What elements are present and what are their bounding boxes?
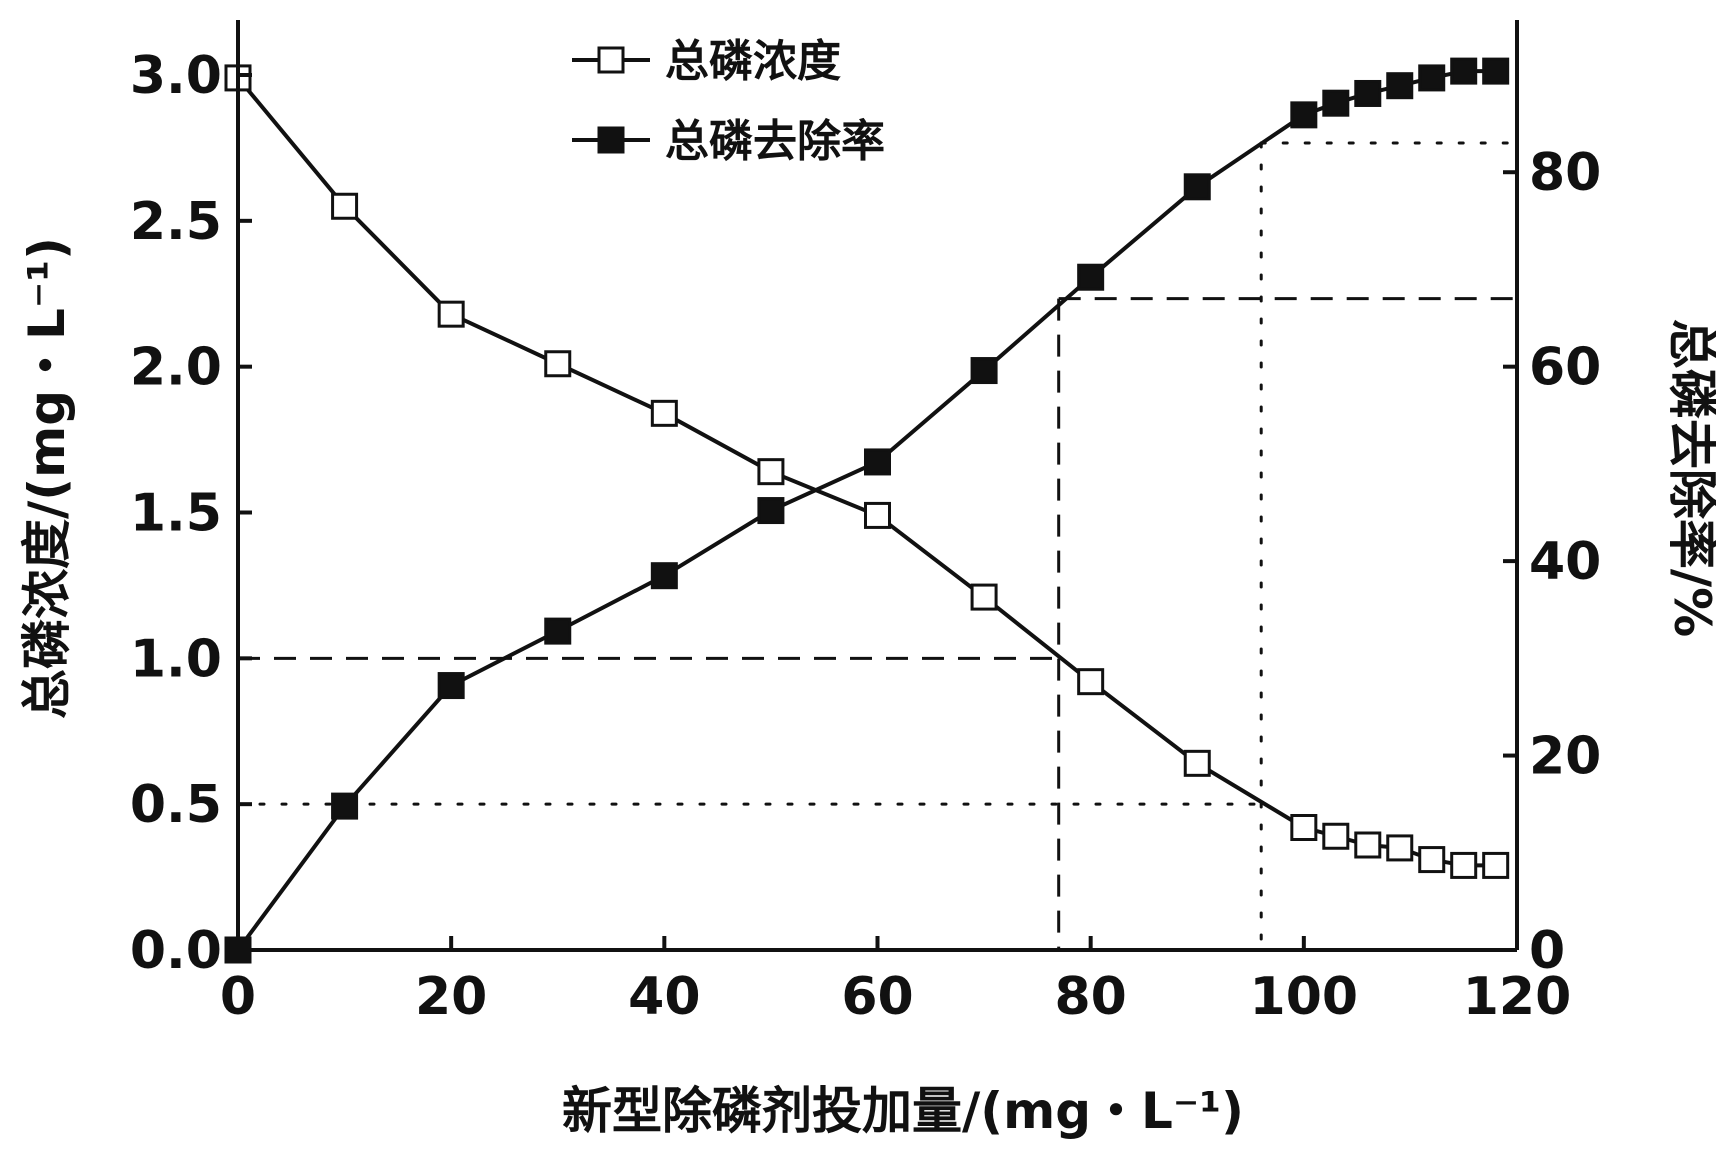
y-right-tick-label: 80 — [1529, 143, 1601, 203]
y-right-tick-label: 20 — [1529, 727, 1601, 787]
y-left-tick-label: 1.0 — [130, 629, 222, 689]
data-point-removal-rate — [1290, 101, 1318, 129]
legend-item-removal-rate: 总磷去除率 — [572, 116, 885, 167]
data-point-concentration — [1386, 834, 1414, 862]
y-left-tick-label: 3.0 — [130, 46, 222, 106]
y-left-tick-label: 0.5 — [130, 775, 222, 835]
data-point-removal-rate — [970, 357, 998, 385]
x-tick-label: 80 — [1054, 967, 1126, 1027]
data-point-removal-rate — [1450, 57, 1478, 85]
data-point-concentration — [650, 399, 678, 427]
data-point-concentration — [757, 458, 785, 486]
x-tick-label: 40 — [628, 967, 700, 1027]
data-point-removal-rate — [864, 448, 891, 476]
y-left-tick-label: 0.0 — [130, 921, 222, 981]
data-point-concentration — [1290, 814, 1318, 841]
data-point-concentration — [1450, 851, 1478, 879]
y-left-tick-label: 2.5 — [130, 192, 222, 252]
legend-open-square-icon — [597, 46, 625, 74]
data-point-concentration — [1077, 668, 1105, 696]
x-tick-label: 20 — [415, 967, 487, 1027]
data-point-concentration — [864, 501, 891, 529]
data-point-concentration — [1418, 846, 1446, 874]
data-point-removal-rate — [1386, 72, 1414, 100]
y-axis-left-title: 总磷浓度/(mg・L⁻¹) — [18, 237, 76, 719]
data-point-concentration — [1482, 851, 1510, 879]
y-right-tick-label: 60 — [1529, 338, 1601, 398]
legend-item-concentration: 总磷浓度 — [572, 36, 841, 87]
legend-filled-square-icon — [597, 126, 625, 154]
data-point-concentration — [1322, 822, 1350, 850]
data-point-removal-rate — [1183, 173, 1211, 201]
y-axis-right-title: 总磷去除率/% — [1663, 319, 1716, 637]
x-tick-label: 100 — [1250, 967, 1359, 1027]
data-point-removal-rate — [1482, 57, 1510, 85]
legend-label-removal-rate: 总磷去除率 — [665, 116, 885, 167]
data-point-removal-rate — [1322, 89, 1350, 117]
axes-group — [236, 20, 1519, 952]
data-point-concentration — [331, 192, 359, 220]
data-point-concentration — [437, 300, 465, 328]
x-tick-label: 60 — [841, 967, 913, 1027]
reference-lines — [236, 141, 1519, 952]
data-point-removal-rate — [437, 672, 465, 700]
data-point-concentration — [544, 350, 572, 378]
data-point-removal-rate — [331, 792, 359, 820]
data-point-concentration — [1183, 749, 1211, 777]
data-point-concentration — [1354, 831, 1382, 859]
data-point-removal-rate — [1418, 64, 1446, 92]
data-point-concentration — [970, 583, 998, 611]
x-tick-label: 120 — [1463, 967, 1572, 1027]
legend-label-concentration: 总磷浓度 — [665, 36, 841, 87]
tick-labels: 0 20 40 60 80 100 120 0.0 0.5 1.0 1.5 2.0 2.5 3.0 0 20 4… — [130, 46, 1602, 1027]
series-group — [224, 57, 1510, 964]
y-right-tick-label: 0 — [1529, 921, 1565, 981]
data-point-removal-rate — [544, 617, 572, 645]
data-point-removal-rate — [1354, 79, 1382, 107]
y-left-tick-label: 2.0 — [130, 338, 222, 398]
y-left-tick-label: 1.5 — [130, 484, 222, 544]
data-point-removal-rate — [650, 562, 678, 590]
y-right-tick-label: 40 — [1529, 532, 1601, 592]
data-point-removal-rate — [757, 497, 785, 525]
data-point-removal-rate — [1077, 263, 1105, 291]
x-tick-label: 0 — [220, 967, 256, 1027]
x-axis-title: 新型除磷剂投加量/(mg・L⁻¹) — [562, 1082, 1244, 1140]
legend: 总磷浓度 总磷去除率 — [572, 36, 885, 167]
